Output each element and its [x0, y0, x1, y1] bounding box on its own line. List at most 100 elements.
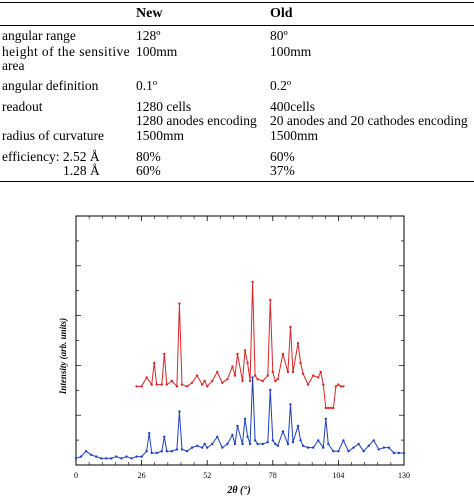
data-point — [392, 451, 396, 455]
diffraction-chart: 0 26 52 78 104 130 Intensity (arb. units) 2θ … — [58, 215, 410, 496]
data-point — [243, 349, 247, 352]
series-layer — [74, 280, 406, 460]
data-point — [311, 374, 315, 377]
data-point — [94, 455, 98, 458]
data-point — [281, 352, 285, 356]
data-point — [153, 361, 156, 365]
data-point — [140, 385, 143, 388]
data-point — [332, 406, 335, 410]
data-point — [170, 450, 174, 453]
data-point — [190, 381, 194, 384]
data-point — [155, 383, 158, 386]
data-point — [246, 435, 249, 438]
data-point — [322, 446, 325, 449]
data-point — [362, 450, 365, 453]
data-point — [243, 417, 247, 420]
data-point — [261, 379, 264, 383]
data-point — [402, 451, 406, 455]
data-point — [221, 446, 224, 449]
data-point — [180, 383, 184, 386]
data-point — [200, 383, 204, 386]
data-point — [84, 450, 88, 453]
data-point — [253, 374, 257, 377]
data-point — [347, 450, 350, 453]
row-new-height: 100mm — [136, 44, 178, 59]
data-point — [140, 455, 143, 458]
data-point — [281, 430, 285, 433]
data-point — [327, 406, 330, 410]
data-point — [221, 381, 224, 384]
header-new: New — [136, 6, 163, 21]
data-point — [150, 383, 153, 386]
data-point — [248, 442, 252, 446]
data-point — [299, 439, 302, 442]
data-point — [286, 370, 290, 374]
data-point — [289, 325, 292, 329]
data-point — [79, 455, 83, 458]
x-tick-label: 78 — [269, 471, 277, 480]
data-point — [296, 424, 300, 428]
x-tick-label: 104 — [332, 471, 344, 480]
table-top-rule — [0, 2, 474, 3]
data-point — [160, 383, 163, 386]
data-point — [241, 442, 244, 446]
row-new-angular-definition: 0.1º — [136, 78, 158, 93]
data-point — [329, 406, 333, 410]
data-point — [190, 446, 194, 449]
data-point — [397, 451, 401, 455]
table-bottom-rule — [0, 181, 474, 182]
data-point — [334, 385, 338, 388]
data-point — [269, 388, 272, 392]
data-point — [155, 451, 158, 455]
data-point — [226, 378, 229, 381]
data-point — [271, 439, 274, 442]
series-line-1 — [75, 377, 404, 459]
data-point — [236, 424, 239, 428]
data-point — [337, 383, 340, 386]
row-old-efficiency-128: 37% — [270, 163, 295, 178]
data-point — [367, 444, 370, 447]
plot-frame — [75, 215, 405, 466]
data-point — [241, 379, 244, 383]
data-point — [125, 455, 128, 458]
data-point — [322, 383, 325, 386]
plot-border — [75, 215, 405, 466]
data-point — [246, 361, 249, 365]
x-tick-label: 130 — [398, 471, 410, 480]
data-point — [251, 376, 254, 379]
x-tick-label: 0 — [74, 471, 78, 480]
data-point — [319, 370, 322, 374]
data-point — [286, 442, 290, 446]
data-point — [339, 385, 343, 388]
data-point — [203, 442, 206, 446]
data-point — [342, 439, 345, 442]
data-point — [233, 374, 237, 377]
axis-ticks: 0 26 52 78 104 130 — [74, 215, 410, 480]
row-old-readout: 400cells — [270, 99, 315, 114]
row-label-efficiency: efficiency: 2.52 Å — [2, 149, 100, 164]
data-point — [301, 372, 305, 375]
data-point — [231, 433, 234, 437]
data-point — [256, 442, 259, 446]
data-point — [253, 439, 257, 442]
data-point — [226, 442, 229, 446]
data-point — [170, 379, 174, 383]
row-new-readout-encoding: 1280 anodes encoding — [136, 113, 257, 128]
data-point — [324, 417, 327, 420]
data-point — [311, 446, 315, 449]
data-point — [165, 383, 169, 386]
x-axis-label: 2θ (°) — [226, 485, 250, 496]
data-point — [306, 383, 310, 386]
data-point — [382, 446, 386, 449]
data-point — [115, 455, 118, 458]
data-point — [296, 342, 300, 345]
row-label-radius: radius of curvature — [2, 128, 104, 143]
data-point — [89, 453, 93, 456]
data-point — [291, 441, 295, 444]
data-point — [175, 385, 179, 388]
data-point — [216, 370, 219, 374]
data-point — [165, 450, 169, 453]
data-point — [377, 448, 380, 451]
data-point — [175, 448, 179, 451]
data-point — [256, 378, 259, 381]
